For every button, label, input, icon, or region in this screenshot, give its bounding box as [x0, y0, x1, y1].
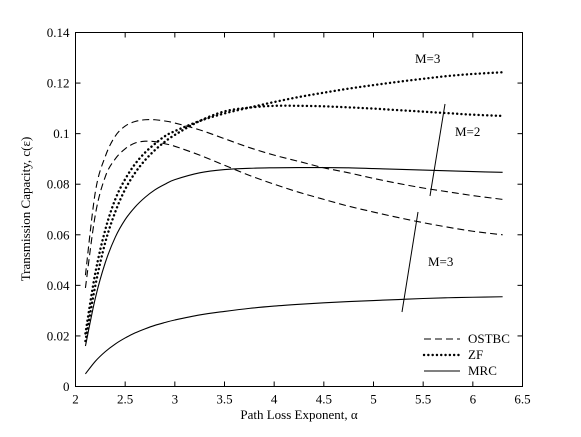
- y-tick-label: 0.06: [47, 227, 70, 242]
- annotation-m3-bottom: M=3: [428, 254, 453, 269]
- legend: OSTBC ZF MRC: [422, 331, 510, 378]
- plot-area: [75, 32, 523, 387]
- x-tick-label: 6.5: [514, 392, 530, 407]
- legend-label-zf: ZF: [468, 347, 483, 362]
- x-axis-label: Path Loss Exponent, α: [240, 407, 357, 422]
- series-mrc-m2: [84, 166, 503, 347]
- annotation-pointer-m3: [401, 211, 419, 313]
- series-mrc-m3: [84, 296, 503, 375]
- y-tick-label: 0.1: [53, 126, 69, 141]
- y-tick-label: 0: [63, 379, 70, 394]
- x-tick-label: 4.5: [316, 392, 332, 407]
- annotation-pointer-m2: [429, 103, 446, 197]
- y-tick-label: 0.08: [47, 177, 70, 192]
- x-tick-label: 3.5: [216, 392, 232, 407]
- x-tick-label: 2.5: [117, 392, 133, 407]
- y-tick-label: 0.12: [47, 76, 70, 91]
- x-tick-label: 6: [470, 392, 477, 407]
- y-tick-label: 0.02: [47, 328, 70, 343]
- x-tick-label: 2: [72, 392, 79, 407]
- x-tick-label: 5: [370, 392, 377, 407]
- x-tick-label: 5.5: [415, 392, 431, 407]
- legend-label-ostbc: OSTBC: [468, 331, 510, 346]
- x-tick-label: 3: [172, 392, 179, 407]
- annotation-m2: M=2: [455, 124, 480, 139]
- series-ostbc-m2: [84, 140, 503, 288]
- series-zf-m3: [84, 71, 504, 335]
- legend-label-mrc: MRC: [468, 363, 497, 378]
- series-lines: [84, 71, 504, 375]
- axis-ticks: 2 2.5 3 3.5 4 4.5 5 5.5 6 6.5 0 0.02 0.04 0.06 0.08 0.1…: [47, 25, 531, 407]
- x-tick-label: 4: [271, 392, 278, 407]
- annotation-m3-top: M=3: [415, 51, 440, 66]
- y-axis-label: Transmission Capacity, c(ε): [18, 137, 33, 282]
- y-tick-label: 0.04: [47, 278, 70, 293]
- y-tick-label: 0.14: [47, 25, 70, 40]
- series-zf-m2: [84, 104, 504, 343]
